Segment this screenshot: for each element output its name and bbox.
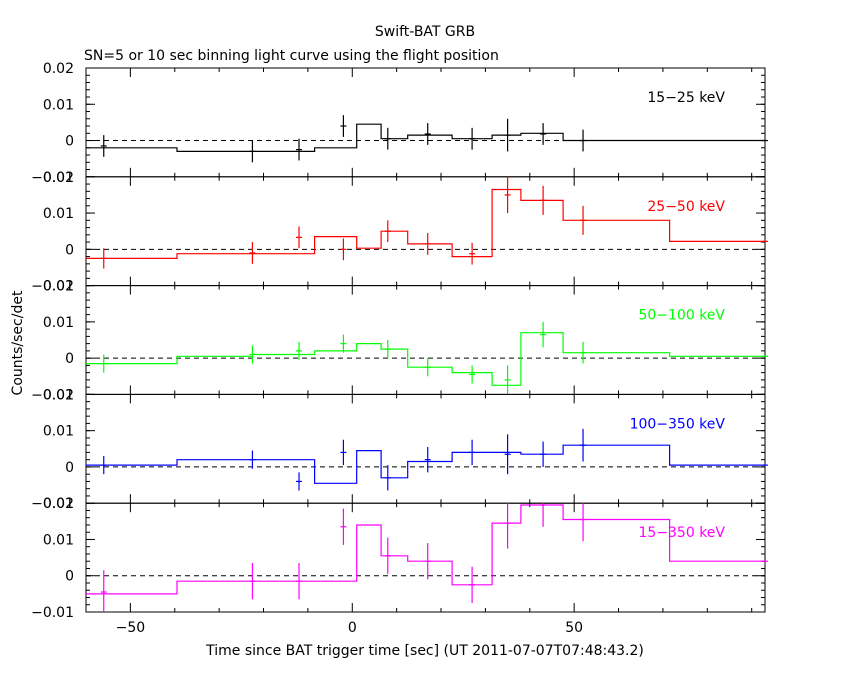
chart-title: Swift-BAT GRB [375, 24, 475, 40]
series-label: 15−350 keV [638, 525, 725, 541]
y-tick-label: 0.02 [43, 387, 74, 403]
y-tick-label: 0.02 [43, 496, 74, 512]
panel-5: −0.01 0 0.01 0.02 15−350 keV [31, 496, 768, 621]
x-tick-label: 0 [348, 620, 357, 636]
series-label: 15−25 keV [647, 90, 725, 106]
series-step-line [86, 444, 765, 484]
series-label: 50−100 keV [638, 308, 725, 324]
y-tick-label: 0.01 [43, 315, 74, 331]
x-tick-label: −50 [116, 620, 146, 636]
y-tick-label: 0.01 [43, 97, 74, 113]
y-tick-label: 0 [65, 134, 74, 150]
chart-subtitle: SN=5 or 10 sec binning light curve using… [84, 48, 499, 64]
panel-3: −0.01 0 0.01 0.02 50−100 keV [31, 279, 768, 403]
series-label: 25−50 keV [647, 199, 725, 215]
y-tick-label: −0.01 [31, 279, 74, 295]
panel-frame [85, 285, 766, 395]
y-tick-label: 0.02 [43, 170, 74, 186]
y-tick-label: 0.01 [43, 532, 74, 548]
panel-2: −0.01 0 0.01 0.02 25−50 keV [31, 170, 768, 295]
y-tick-label: 0 [65, 351, 74, 367]
panels-group: −0.01 0 0.01 0.02 15−25 keV −0.01 0 0.01 0.02 25−… [31, 61, 768, 636]
x-axis-label: Time since BAT trigger time [sec] (UT 20… [205, 643, 644, 659]
y-tick-label: 0 [65, 460, 74, 476]
y-tick-label: 0.02 [43, 279, 74, 295]
y-tick-label: 0.02 [43, 61, 74, 77]
series-step-line [86, 123, 765, 152]
series-step-line [86, 188, 765, 259]
panel-4: −0.01 0 0.01 0.02 100−350 keV [31, 387, 768, 512]
panel-1: −0.01 0 0.01 0.02 15−25 keV [31, 61, 768, 186]
y-tick-label: −0.01 [31, 387, 74, 403]
panel-frame [85, 67, 766, 178]
y-tick-label: 0.01 [43, 206, 74, 222]
x-tick-label: 50 [565, 620, 583, 636]
panel-frame [85, 393, 766, 504]
series-label: 100−350 keV [630, 416, 726, 432]
y-tick-label: 0 [65, 569, 74, 585]
y-tick-label: −0.01 [31, 170, 74, 186]
panel-frame [85, 176, 766, 287]
y-tick-label: −0.01 [31, 605, 74, 621]
y-tick-label: 0.01 [43, 424, 74, 440]
y-tick-label: −0.01 [31, 496, 74, 512]
series-step-line [86, 504, 765, 595]
y-tick-label: 0 [65, 242, 74, 258]
series-step-line [86, 332, 765, 386]
panel-frame [85, 502, 766, 613]
y-axis-label: Counts/sec/det [10, 290, 26, 395]
